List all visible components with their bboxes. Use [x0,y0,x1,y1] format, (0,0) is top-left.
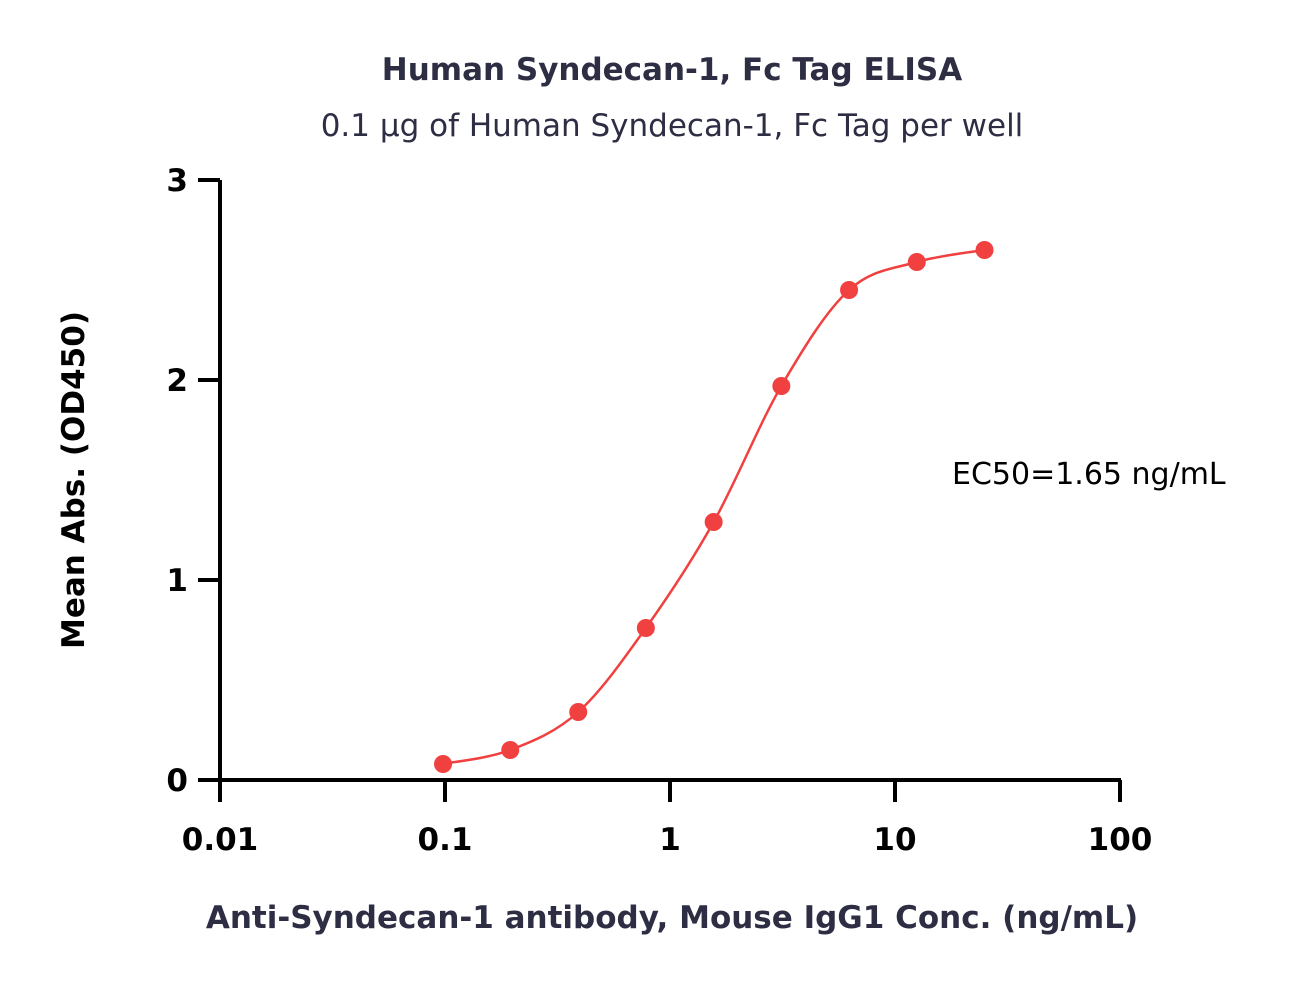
x-tick-label: 0.1 [418,822,473,858]
data-points [434,241,994,773]
y-tick-label: 2 [166,363,188,399]
y-tick-label: 1 [166,563,188,599]
data-point [704,513,723,531]
chart-title: Human Syndecan-1, Fc Tag ELISA [382,52,962,88]
y-axis-label: Mean Abs. (OD450) [56,311,92,649]
fit-curve [442,248,985,766]
data-point [772,377,791,395]
x-axis-label: Anti-Syndecan-1 antibody, Mouse IgG1 Con… [206,900,1138,936]
x-tick-label: 1 [659,822,681,858]
chart-subtitle: 0.1 μg of Human Syndecan-1, Fc Tag per w… [321,108,1024,144]
y-axis: 0 1 2 3 [166,163,222,799]
data-point [840,281,859,299]
data-point [501,741,520,759]
y-tick-label: 0 [166,763,188,799]
ec50-annotation: EC50=1.65 ng/mL [952,457,1226,492]
data-point [636,619,655,637]
x-axis: 0.01 0.1 1 10 100 [182,778,1153,858]
data-point [975,241,994,259]
y-tick-label: 3 [166,163,188,199]
x-tick-label: 0.01 [182,822,259,858]
data-point [907,253,926,271]
data-point [569,703,588,721]
x-tick-label: 10 [873,822,916,858]
fit-curve-group [442,248,985,766]
data-point [434,755,453,773]
x-tick-label: 100 [1088,822,1153,858]
